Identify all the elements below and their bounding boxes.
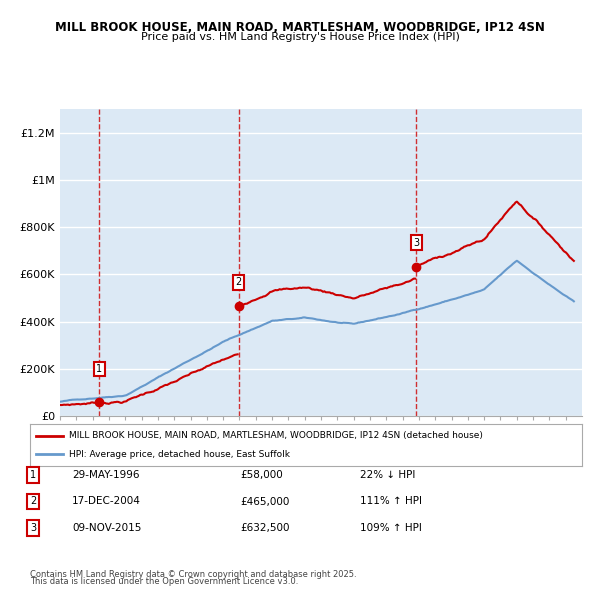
Text: Contains HM Land Registry data © Crown copyright and database right 2025.: Contains HM Land Registry data © Crown c… bbox=[30, 571, 356, 579]
Text: 29-MAY-1996: 29-MAY-1996 bbox=[72, 470, 139, 480]
Text: 109% ↑ HPI: 109% ↑ HPI bbox=[360, 523, 422, 533]
Text: 09-NOV-2015: 09-NOV-2015 bbox=[72, 523, 142, 533]
Text: £58,000: £58,000 bbox=[240, 470, 283, 480]
Text: £465,000: £465,000 bbox=[240, 497, 289, 506]
Text: 22% ↓ HPI: 22% ↓ HPI bbox=[360, 470, 415, 480]
Text: 2: 2 bbox=[236, 277, 242, 287]
Text: Price paid vs. HM Land Registry's House Price Index (HPI): Price paid vs. HM Land Registry's House … bbox=[140, 32, 460, 42]
Text: 3: 3 bbox=[413, 238, 419, 248]
Text: This data is licensed under the Open Government Licence v3.0.: This data is licensed under the Open Gov… bbox=[30, 578, 298, 586]
Text: HPI: Average price, detached house, East Suffolk: HPI: Average price, detached house, East… bbox=[68, 450, 290, 458]
Text: 2: 2 bbox=[30, 497, 36, 506]
Text: £632,500: £632,500 bbox=[240, 523, 290, 533]
Text: MILL BROOK HOUSE, MAIN ROAD, MARTLESHAM, WOODBRIDGE, IP12 4SN (detached house): MILL BROOK HOUSE, MAIN ROAD, MARTLESHAM,… bbox=[68, 431, 482, 440]
Text: 17-DEC-2004: 17-DEC-2004 bbox=[72, 497, 141, 506]
Text: 1: 1 bbox=[30, 470, 36, 480]
Text: 3: 3 bbox=[30, 523, 36, 533]
Text: 111% ↑ HPI: 111% ↑ HPI bbox=[360, 497, 422, 506]
Text: MILL BROOK HOUSE, MAIN ROAD, MARTLESHAM, WOODBRIDGE, IP12 4SN: MILL BROOK HOUSE, MAIN ROAD, MARTLESHAM,… bbox=[55, 21, 545, 34]
Text: 1: 1 bbox=[96, 364, 103, 374]
